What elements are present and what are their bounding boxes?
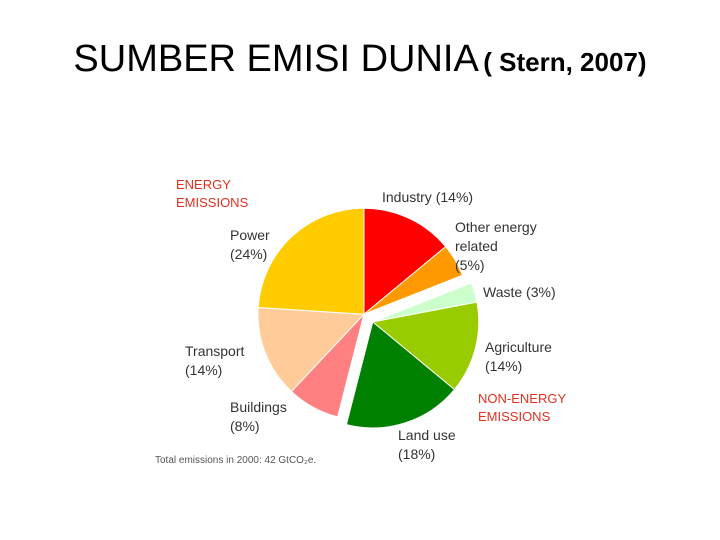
chart-title: SUMBER EMISI DUNIA	[73, 38, 479, 80]
value-label: (14%)	[485, 358, 523, 374]
category-label: Agriculture	[485, 339, 552, 355]
pie-slice	[257, 207, 365, 315]
pie-slice	[363, 245, 464, 315]
slice-label: Waste (3%)	[483, 283, 556, 302]
value-label: (5%)	[455, 257, 485, 273]
annotation: ENERGY EMISSIONS	[176, 177, 249, 210]
chart-subtitle: ( Stern, 2007)	[483, 47, 647, 77]
slice-label: Industry (14%)	[382, 188, 473, 207]
value-label: (14%)	[435, 189, 474, 205]
category-label: Land use	[398, 427, 456, 443]
annotation: NON-ENERGY EMISSIONS	[478, 391, 566, 424]
pie-slice	[345, 321, 456, 429]
slice-label: Land use (18%)	[398, 426, 478, 464]
slice-label: Transport (14%)	[185, 342, 265, 380]
slice-label: Buildings (8%)	[230, 398, 310, 436]
pie-slice	[363, 207, 447, 316]
category-label: Industry	[382, 189, 432, 205]
value-label: (18%)	[398, 446, 436, 462]
footnote: Total emissions in 2000: 42 GtCO₂e.	[155, 455, 317, 466]
slice-label: Other energy related (5%)	[455, 218, 555, 275]
slice-label: Agriculture (14%)	[485, 338, 575, 376]
pie-slice	[257, 307, 366, 393]
category-label: Power	[230, 227, 270, 243]
value-label: (3%)	[526, 284, 556, 300]
pie-slice	[371, 301, 480, 391]
category-label: Buildings	[230, 399, 287, 415]
value-label: (14%)	[185, 362, 223, 378]
value-label: (8%)	[230, 418, 260, 434]
value-label: (24%)	[230, 246, 268, 262]
category-label: Transport	[185, 343, 245, 359]
category-label: Other energy related	[455, 219, 537, 254]
title-block: SUMBER EMISI DUNIA ( Stern, 2007)	[40, 30, 680, 96]
category-label: Waste	[483, 284, 523, 300]
slice-label: Power (24%)	[230, 226, 310, 264]
